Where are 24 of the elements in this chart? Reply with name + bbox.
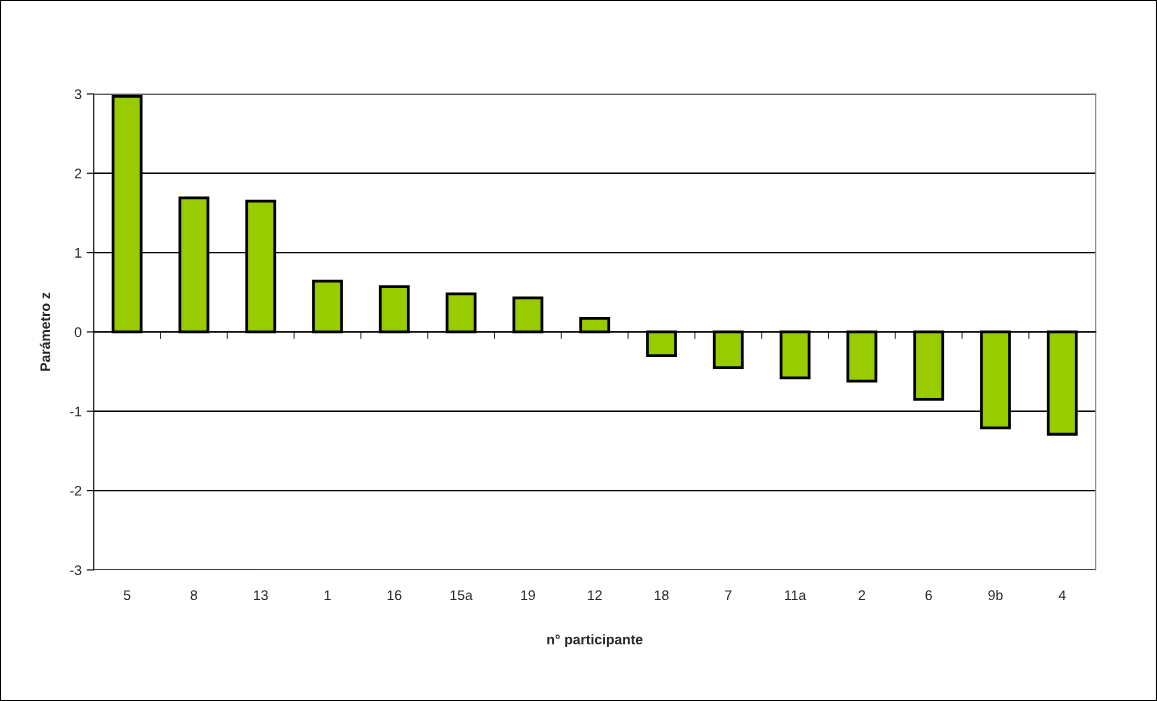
x-tick-label: 6 xyxy=(925,590,932,601)
y-tick-label: 3 xyxy=(74,89,82,100)
x-tick-label: 12 xyxy=(588,590,602,600)
x-tick-label: 9b xyxy=(988,589,1003,601)
y-axis-title: Parámetro z xyxy=(39,292,51,371)
x-tick-label: 2 xyxy=(858,590,866,600)
x-tick-label: 16 xyxy=(387,590,402,601)
x-tick-label: 1 xyxy=(324,590,331,600)
y-tick-label: -3 xyxy=(70,565,82,576)
x-tick-label: 4 xyxy=(1058,590,1066,600)
x-tick-label: 18 xyxy=(654,590,669,601)
x-axis-title: n° participante xyxy=(547,634,643,648)
y-tick-label: 0 xyxy=(74,327,82,338)
x-tick-label: 8 xyxy=(190,590,198,601)
x-tick-label: 15a xyxy=(450,590,473,601)
x-tick-label: 7 xyxy=(725,590,732,600)
x-tick-label: 5 xyxy=(123,590,131,601)
x-tick-label: 19 xyxy=(521,590,535,601)
y-tick-label: -2 xyxy=(70,485,82,496)
x-tick-label: 11a xyxy=(785,590,807,601)
y-tick-label: -1 xyxy=(70,406,82,417)
y-tick-label: 2 xyxy=(74,168,82,179)
x-tick-label: 13 xyxy=(254,590,268,601)
y-tick-label: 1 xyxy=(75,248,82,258)
